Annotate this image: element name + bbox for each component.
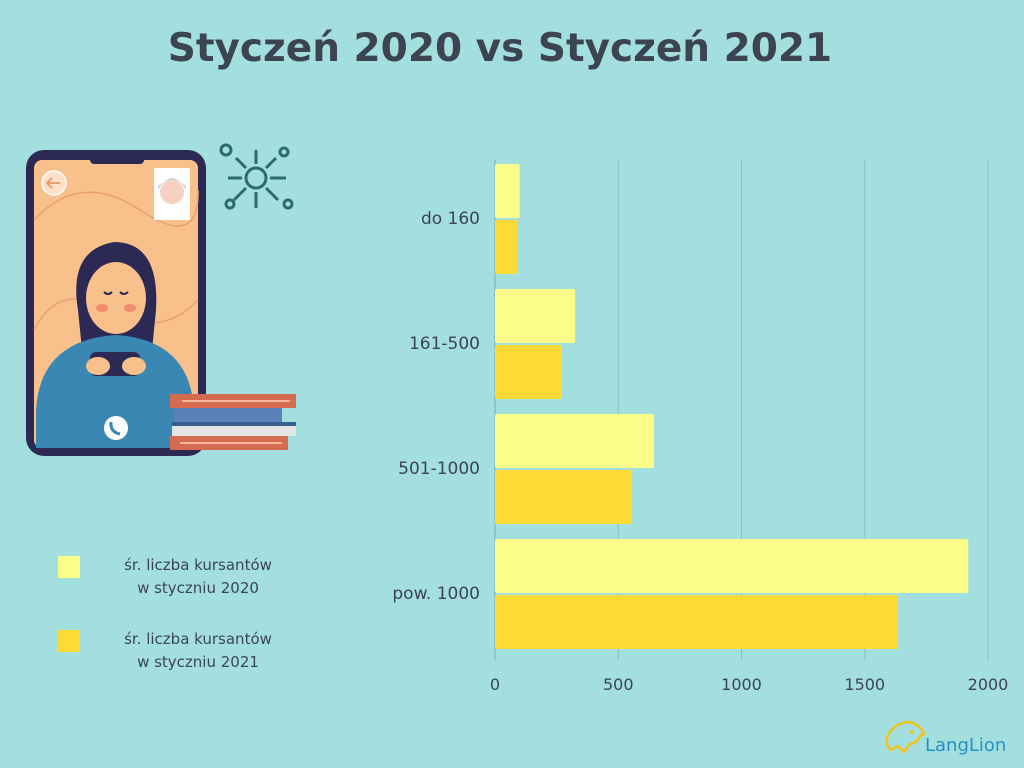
legend-swatch-2021 [58,630,80,652]
x-tick-label: 1000 [721,675,762,694]
call-icon [104,416,128,440]
x-tick-label: 1500 [844,675,885,694]
books-icon [170,394,296,450]
category-label: do 160 [421,209,480,229]
x-tick-label: 0 [490,675,500,694]
bar-2020 [495,164,520,218]
bar-2021 [495,595,899,649]
category-label: pow. 1000 [392,584,480,604]
bar-2020 [495,289,576,343]
bar-2021 [495,470,632,524]
chart-title: Styczeń 2020 vs Styczeń 2021 [167,26,833,71]
x-tick-label: 2000 [968,675,1009,694]
category-label: 501-1000 [398,459,480,479]
x-tick-label: 500 [603,675,634,694]
bar-2020 [495,539,969,593]
woman-figure [36,242,194,448]
legend-label-2021: śr. liczba kursantów w styczniu 2021 [124,630,272,671]
bar-2020 [495,414,654,468]
back-arrow-icon [41,170,67,196]
lion-logo-icon [884,720,926,754]
video-call-illustration [26,143,296,456]
virus-icon [219,143,294,210]
legend-label-2020: śr. liczba kursantów w styczniu 2020 [124,556,272,597]
bar-2021 [495,345,562,399]
category-label: 161-500 [409,334,480,354]
bar-2021 [495,220,518,274]
logo-text: LangLion [925,735,1007,756]
woman-avatar-icon [154,168,190,220]
legend-swatch-2020 [58,556,80,578]
